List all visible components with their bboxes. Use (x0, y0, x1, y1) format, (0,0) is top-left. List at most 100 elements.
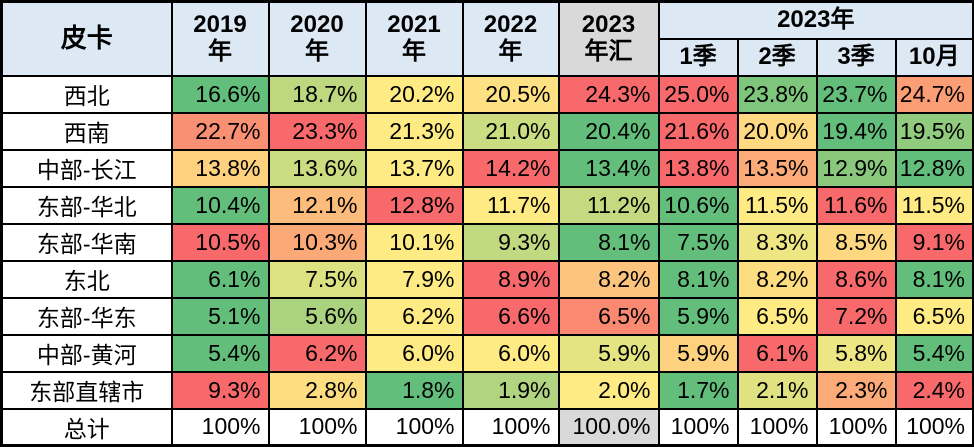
value-cell-quarter: 13.8% (657, 148, 739, 188)
value-cell-year: 8.9% (461, 259, 560, 299)
value-cell-year: 100% (364, 407, 464, 447)
col-header-2020: 2020 年 (267, 0, 367, 77)
value-cell-year: 13.8% (170, 148, 270, 188)
table-row: 中部-长江 13.8% 13.6% 13.7% 14.2% 13.4% 13.8% 13.5%… (0, 148, 974, 188)
value-cell-year: 16.6% (170, 74, 270, 114)
value-cell-year: 9.3% (461, 222, 560, 262)
table-body: 西北 16.6% 18.7% 20.2% 20.5% 24.3% 25.0% 23.8% 23.… (0, 74, 974, 447)
value-cell-year: 6.6% (461, 296, 560, 336)
col-header-oct: 10月 (894, 37, 974, 77)
value-cell-year: 8.1% (557, 222, 660, 262)
value-cell-year: 100% (461, 407, 560, 447)
table-row: 中部-黄河 5.4% 6.2% 6.0% 6.0% 5.9% 5.9% 6.1% 5.8% 5.4… (0, 333, 974, 373)
value-cell-year: 21.0% (461, 111, 560, 151)
value-cell-quarter: 8.5% (815, 222, 897, 262)
region-label: 东北 (0, 259, 173, 299)
value-cell-year: 6.2% (364, 296, 464, 336)
value-cell-quarter: 6.1% (736, 333, 818, 373)
value-cell-year: 100.0% (557, 407, 660, 447)
value-cell-year: 20.5% (461, 74, 560, 114)
col-header-2021: 2021 年 (364, 0, 464, 77)
value-cell-quarter: 11.5% (736, 185, 818, 225)
table-row: 东部-华北 10.4% 12.1% 12.8% 11.7% 11.2% 10.6% 11.5%… (0, 185, 974, 225)
value-cell-year: 2.8% (267, 370, 367, 410)
value-cell-quarter: 5.9% (657, 296, 739, 336)
value-cell-quarter: 8.6% (815, 259, 897, 299)
table-header: 皮卡 2019 年 2020 年 2021 年 2022 年 2023 年汇 2… (0, 0, 974, 77)
region-label: 东部-华南 (0, 222, 173, 262)
region-label: 东部-华东 (0, 296, 173, 336)
region-label: 东部-华北 (0, 185, 173, 225)
table-row: 西北 16.6% 18.7% 20.2% 20.5% 24.3% 25.0% 23.8% 23.… (0, 74, 974, 114)
value-cell-year: 10.3% (267, 222, 367, 262)
value-cell-year: 21.3% (364, 111, 464, 151)
value-cell-year: 1.9% (461, 370, 560, 410)
value-cell-year: 9.3% (170, 370, 270, 410)
value-cell-quarter: 2.3% (815, 370, 897, 410)
value-cell-quarter: 8.2% (736, 259, 818, 299)
value-cell-quarter: 100% (894, 407, 974, 447)
value-cell-quarter: 25.0% (657, 74, 739, 114)
value-cell-quarter: 1.7% (657, 370, 739, 410)
value-cell-quarter: 8.3% (736, 222, 818, 262)
value-cell-quarter: 2.1% (736, 370, 818, 410)
region-label: 中部-黄河 (0, 333, 173, 373)
value-cell-year: 10.1% (364, 222, 464, 262)
value-cell-year: 100% (170, 407, 270, 447)
value-cell-year: 23.3% (267, 111, 367, 151)
col-header-2023-group: 2023年 (657, 0, 974, 40)
table-row: 西南 22.7% 23.3% 21.3% 21.0% 20.4% 21.6% 20.0% 19.… (0, 111, 974, 151)
value-cell-quarter: 19.5% (894, 111, 974, 151)
value-cell-quarter: 7.2% (815, 296, 897, 336)
region-label: 西南 (0, 111, 173, 151)
value-cell-year: 22.7% (170, 111, 270, 151)
value-cell-year: 18.7% (267, 74, 367, 114)
value-cell-quarter: 11.6% (815, 185, 897, 225)
value-cell-quarter: 23.8% (736, 74, 818, 114)
value-cell-year: 2.0% (557, 370, 660, 410)
value-cell-year: 7.9% (364, 259, 464, 299)
value-cell-quarter: 10.6% (657, 185, 739, 225)
col-header-2023-total: 2023 年汇 (557, 0, 660, 77)
value-cell-year: 7.5% (267, 259, 367, 299)
value-cell-year: 24.3% (557, 74, 660, 114)
col-header-q1: 1季 (657, 37, 739, 77)
value-cell-quarter: 100% (815, 407, 897, 447)
col-header-2019: 2019 年 (170, 0, 270, 77)
value-cell-quarter: 11.5% (894, 185, 974, 225)
value-cell-quarter: 100% (657, 407, 739, 447)
value-cell-year: 10.5% (170, 222, 270, 262)
value-cell-quarter: 6.5% (894, 296, 974, 336)
value-cell-year: 100% (267, 407, 367, 447)
value-cell-year: 5.6% (267, 296, 367, 336)
value-cell-year: 6.2% (267, 333, 367, 373)
value-cell-year: 13.7% (364, 148, 464, 188)
value-cell-year: 5.1% (170, 296, 270, 336)
value-cell-year: 10.4% (170, 185, 270, 225)
value-cell-year: 8.2% (557, 259, 660, 299)
value-cell-year: 13.4% (557, 148, 660, 188)
value-cell-year: 6.0% (461, 333, 560, 373)
value-cell-year: 12.8% (364, 185, 464, 225)
table-row: 总计 100% 100% 100% 100% 100.0% 100% 100% 100% 100% (0, 407, 974, 447)
value-cell-quarter: 7.5% (657, 222, 739, 262)
col-header-q3: 3季 (815, 37, 897, 77)
value-cell-year: 6.5% (557, 296, 660, 336)
value-cell-year: 13.6% (267, 148, 367, 188)
value-cell-quarter: 9.1% (894, 222, 974, 262)
value-cell-quarter: 20.0% (736, 111, 818, 151)
value-cell-quarter: 13.5% (736, 148, 818, 188)
value-cell-year: 5.4% (170, 333, 270, 373)
value-cell-year: 12.1% (267, 185, 367, 225)
value-cell-quarter: 23.7% (815, 74, 897, 114)
value-cell-quarter: 5.9% (657, 333, 739, 373)
value-cell-quarter: 5.8% (815, 333, 897, 373)
value-cell-year: 20.2% (364, 74, 464, 114)
value-cell-quarter: 12.9% (815, 148, 897, 188)
value-cell-quarter: 6.5% (736, 296, 818, 336)
corner-header-pickup: 皮卡 (0, 0, 173, 77)
region-label: 东部直辖市 (0, 370, 173, 410)
value-cell-year: 14.2% (461, 148, 560, 188)
value-cell-year: 6.0% (364, 333, 464, 373)
